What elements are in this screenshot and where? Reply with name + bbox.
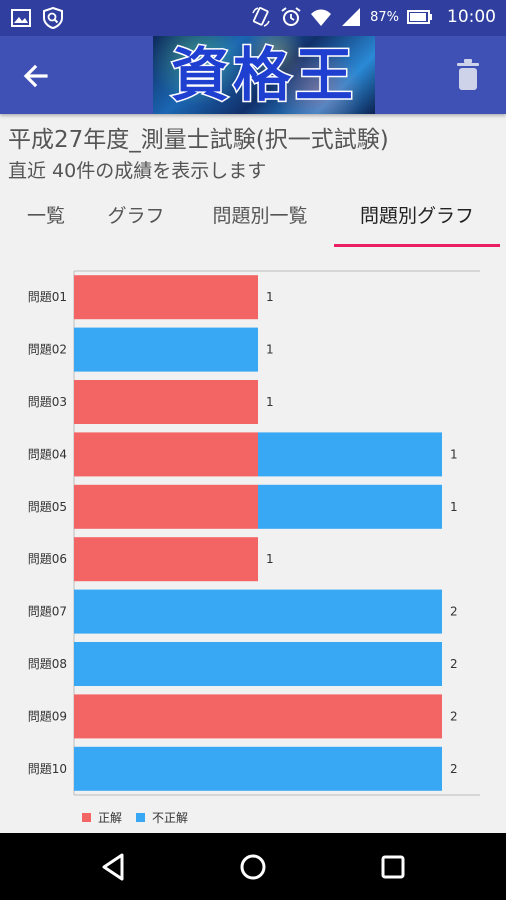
data-label: 1	[266, 290, 274, 304]
tab-question-graph[interactable]: 問題別グラフ	[359, 205, 474, 227]
bar-segment-incorrect	[74, 746, 442, 791]
trash-icon[interactable]	[454, 58, 482, 92]
home-circle-icon[interactable]	[236, 850, 270, 884]
bar-segment-correct	[74, 432, 258, 477]
tab-list[interactable]: 一覧	[26, 205, 65, 227]
battery-icon	[407, 10, 432, 24]
page-subtitle: 直近 40件の成績を表示します	[8, 160, 267, 182]
app-logo: 資格王	[153, 36, 375, 114]
y-tick-label: 問題02	[28, 343, 67, 357]
bar-segment-incorrect	[258, 432, 442, 477]
tab-question-list[interactable]: 問題別一覧	[212, 205, 308, 227]
wifi-icon	[311, 9, 332, 26]
question-chart: 問題011問題021問題031問題0411問題0511問題061問題072問題0…	[0, 258, 506, 833]
bar-segment-incorrect	[74, 642, 442, 686]
y-tick-label: 問題08	[28, 657, 67, 671]
bar-segment-incorrect	[74, 327, 258, 372]
alarm-icon	[281, 7, 301, 26]
y-tick-label: 問題03	[28, 395, 67, 409]
stacked-bar-chart: 問題011問題021問題031問題0411問題0511問題061問題072問題0…	[28, 270, 480, 825]
rotate-icon	[252, 7, 270, 27]
bar-segment-correct	[74, 484, 258, 529]
bar-segment-correct	[74, 694, 442, 739]
status-bar: 87% 10:00	[0, 0, 506, 36]
data-label: 1	[450, 447, 458, 461]
navigation-bar	[0, 833, 506, 900]
bar-segment-incorrect	[258, 484, 442, 529]
data-label: 1	[266, 343, 274, 357]
back-triangle-icon[interactable]	[96, 850, 130, 884]
bar-segment-incorrect	[74, 589, 442, 634]
data-label: 1	[266, 395, 274, 409]
signal-icon	[342, 8, 361, 26]
data-label: 1	[450, 500, 458, 514]
data-label: 2	[450, 709, 458, 723]
legend-label: 不正解	[152, 811, 188, 825]
y-tick-label: 問題06	[28, 552, 67, 566]
app-bar: 資格王	[0, 36, 506, 114]
data-label: 2	[450, 762, 458, 776]
tab-indicator	[334, 244, 500, 247]
battery-percent: 87%	[370, 9, 399, 25]
data-label: 2	[450, 657, 458, 671]
back-arrow-icon[interactable]	[20, 60, 52, 92]
recents-square-icon[interactable]	[376, 850, 410, 884]
y-tick-label: 問題05	[28, 500, 67, 514]
shield-search-icon	[43, 7, 63, 29]
y-tick-label: 問題04	[28, 447, 67, 461]
legend-swatch	[136, 813, 145, 822]
legend-swatch	[82, 813, 91, 822]
page-title: 平成27年度_測量士試験(択一式試験)	[8, 127, 389, 153]
bar-segment-correct	[74, 275, 258, 320]
legend-label: 正解	[98, 811, 122, 825]
bar-segment-correct	[74, 537, 258, 582]
tab-graph[interactable]: グラフ	[107, 205, 165, 227]
data-label: 2	[450, 605, 458, 619]
y-tick-label: 問題01	[28, 290, 67, 304]
data-label: 1	[266, 552, 274, 566]
y-tick-label: 問題07	[28, 605, 67, 619]
clock: 10:00	[447, 7, 496, 27]
y-tick-label: 問題10	[28, 762, 67, 776]
image-icon	[11, 9, 31, 27]
y-tick-label: 問題09	[28, 709, 67, 723]
tab-bar: 一覧 グラフ 問題別一覧 問題別グラフ	[0, 192, 506, 248]
bar-segment-correct	[74, 380, 258, 424]
app-logo-text: 資格王	[169, 40, 357, 111]
